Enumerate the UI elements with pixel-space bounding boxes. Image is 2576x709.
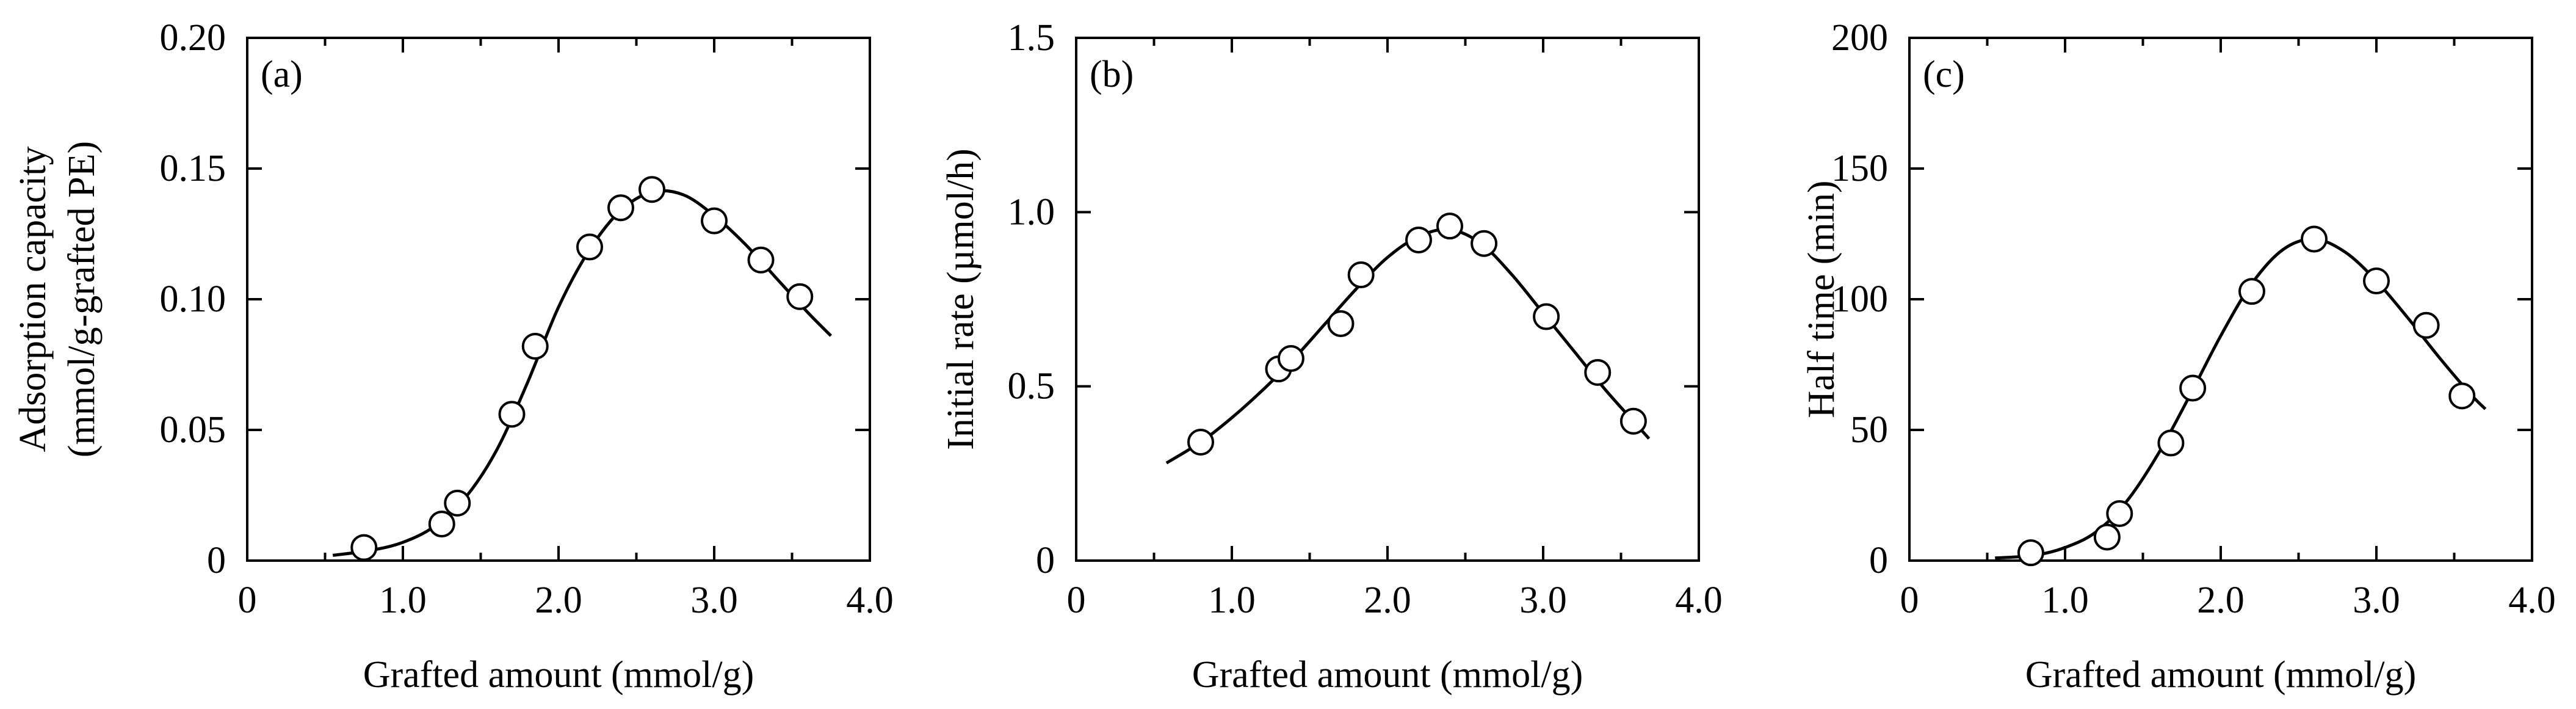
fit-curve xyxy=(1165,228,1651,465)
data-point xyxy=(350,534,378,561)
y-axis-label: Initial rate (µmol/h) xyxy=(940,148,982,450)
x-tick-label: 4.0 xyxy=(846,580,894,621)
x-tick-label: 2.0 xyxy=(535,580,582,621)
y-tick-label: 1.0 xyxy=(1008,191,1055,233)
x-tick-label: 1.0 xyxy=(2041,580,2089,621)
data-point xyxy=(786,283,814,310)
data-point xyxy=(1436,213,1463,240)
x-tick-label: 4.0 xyxy=(1675,580,1723,621)
x-tick-label: 3.0 xyxy=(2353,580,2400,621)
data-point xyxy=(1347,261,1375,289)
data-point xyxy=(2238,278,2265,305)
data-point xyxy=(2106,500,2133,527)
data-point xyxy=(1327,310,1355,337)
plot-frame xyxy=(246,37,871,562)
data-point xyxy=(701,207,728,235)
data-point xyxy=(2363,267,2390,295)
panel-label: (c) xyxy=(1923,54,1965,95)
data-point xyxy=(607,194,634,222)
plot-frame xyxy=(1908,37,2533,562)
data-point xyxy=(639,176,665,203)
x-tick-label: 1.0 xyxy=(379,580,427,621)
data-point xyxy=(2017,539,2044,567)
data-point xyxy=(2412,311,2440,339)
data-point xyxy=(2179,374,2207,402)
panel-b: 0 1.0 2.0 3.0 4.0 0 0.5 1.0 1.5 (b) Grafted amount… xyxy=(940,17,1723,696)
y-axis-label: Half time (min) xyxy=(1801,180,1842,418)
x-axis-label: Grafted amount (mmol/g) xyxy=(2025,654,2417,696)
y-tick-label: 0 xyxy=(1869,540,1888,581)
x-axis-label: Grafted amount (mmol/g) xyxy=(363,654,754,696)
data-point xyxy=(2301,225,2328,253)
y-tick-label: 0.20 xyxy=(160,17,226,59)
data-point xyxy=(2093,523,2121,551)
x-tick-label: 0 xyxy=(1900,580,1919,621)
y-tick-label: 100 xyxy=(1831,278,1888,320)
data-point xyxy=(444,489,471,517)
x-axis-label: Grafted amount (mmol/g) xyxy=(1192,654,1583,696)
y-tick-label: 0 xyxy=(207,540,226,581)
y-tick-label: 150 xyxy=(1831,148,1888,189)
y-tick-label: 1.5 xyxy=(1008,17,1055,59)
data-point xyxy=(2157,429,2185,457)
x-tick-label: 3.0 xyxy=(690,580,738,621)
data-point xyxy=(1187,428,1214,456)
data-point xyxy=(576,233,603,261)
y-tick-label: 50 xyxy=(1850,409,1888,451)
data-point xyxy=(1619,407,1647,435)
x-tick-label: 3.0 xyxy=(1519,580,1567,621)
y-tick-label: 0.10 xyxy=(160,278,226,320)
data-point xyxy=(428,511,455,538)
x-tick-label: 0 xyxy=(1067,580,1086,621)
data-point xyxy=(2448,382,2476,410)
data-point xyxy=(498,401,526,428)
y-tick-label: 0 xyxy=(1036,540,1055,581)
data-point xyxy=(1277,345,1304,373)
y-axis-label: Adsorption capacity xyxy=(12,146,54,452)
data-point xyxy=(747,246,775,274)
panel-label: (a) xyxy=(261,54,303,95)
x-tick-label: 0 xyxy=(238,580,257,621)
x-tick-label: 2.0 xyxy=(2197,580,2245,621)
data-point xyxy=(1471,230,1498,257)
x-tick-label: 1.0 xyxy=(1208,580,1256,621)
y-tick-label: 200 xyxy=(1831,17,1888,59)
y-axis-label: (mmol/g-grafted PE) xyxy=(61,141,103,457)
x-tick-label: 2.0 xyxy=(1364,580,1411,621)
x-tick-label: 4.0 xyxy=(2508,580,2556,621)
data-point xyxy=(1584,358,1612,386)
data-point xyxy=(1405,226,1432,253)
y-tick-label: 0.15 xyxy=(160,148,226,189)
panel-a: 0 1.0 2.0 3.0 4.0 0 0.05 0.10 0.15 0.20 (a) Grafted… xyxy=(12,17,894,696)
plot-frame xyxy=(1075,37,1700,562)
y-tick-label: 0.05 xyxy=(160,409,226,451)
data-point xyxy=(521,333,549,360)
data-point xyxy=(1533,303,1560,330)
panel-c: 0 1.0 2.0 3.0 4.0 0 50 100 150 200 (c) Grafted amou… xyxy=(1801,17,2556,696)
y-tick-label: 0.5 xyxy=(1008,366,1055,407)
panel-label: (b) xyxy=(1090,54,1134,95)
